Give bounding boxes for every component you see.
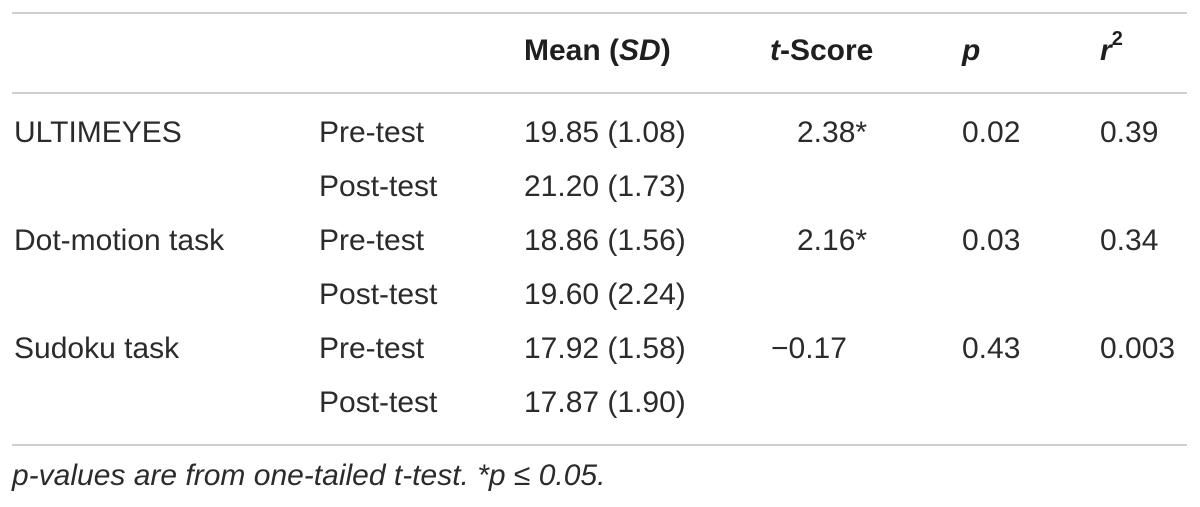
cell-group: Dot-motion task [14,224,225,257]
cell-phase: Post-test [319,386,438,419]
cell-phase: Post-test [319,170,438,203]
header-t-score: t-Score [770,34,874,67]
cell-mean: 18.86 (1.56) [524,224,686,257]
cell-mean: 21.20 (1.73) [524,170,686,203]
cell-r2: 0.39 [1100,116,1159,149]
cell-phase: Post-test [319,278,438,311]
header-r2: r2 [1100,28,1123,67]
header-p: p [962,34,981,67]
cell-phase: Pre-test [319,224,425,257]
cell-t-score: −0.17 [771,332,847,365]
cell-t-score: 2.16* [797,224,868,257]
cell-t-score: 2.38* [797,116,868,149]
table-header-rule [12,92,1187,94]
table-bottom-rule [12,444,1187,446]
cell-phase: Pre-test [319,332,425,365]
cell-group: ULTIMEYES [14,116,182,149]
cell-p: 0.43 [962,332,1021,365]
cell-r2: 0.003 [1100,332,1176,365]
header-mean: Mean (SD) [524,34,671,67]
cell-mean: 17.87 (1.90) [524,386,686,419]
cell-mean: 19.85 (1.08) [524,116,686,149]
cell-mean: 17.92 (1.58) [524,332,686,365]
cell-p: 0.03 [962,224,1021,257]
cell-p: 0.02 [962,116,1021,149]
cell-mean: 19.60 (2.24) [524,278,686,311]
table-footnote: p-values are from one-tailed t-test. *p … [12,459,606,492]
table-top-rule [12,12,1187,14]
cell-phase: Pre-test [319,116,425,149]
cell-r2: 0.34 [1100,224,1159,257]
cell-group: Sudoku task [14,332,180,365]
